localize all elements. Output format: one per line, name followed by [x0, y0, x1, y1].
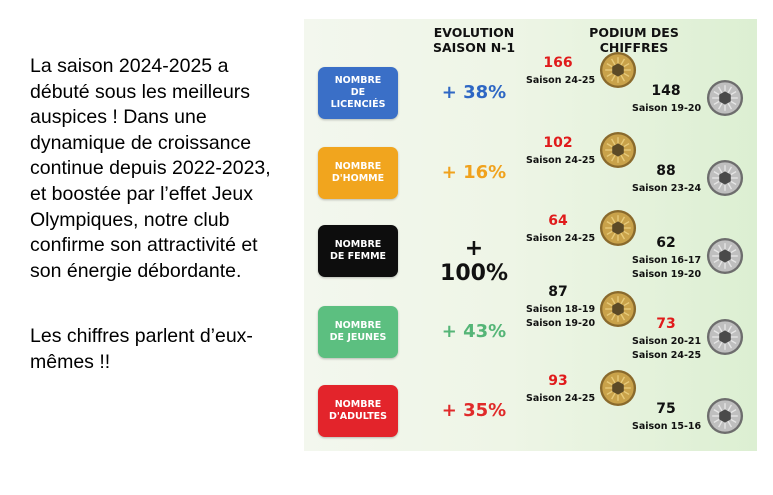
category-label-line: NOMBRE — [334, 239, 382, 250]
stat-row-hommes: NOMBRE D'HOMME + 16% 102 Saison 24-25 88 Saiso… — [304, 131, 757, 227]
intro-paragraph-1: La saison 2024-2025 a débuté sous les me… — [30, 55, 271, 282]
gold-value-licencies: 166 — [543, 55, 573, 71]
podium-header: PODIUM DES CHIFFRES — [589, 25, 679, 55]
category-label-line: D'HOMME — [331, 173, 385, 184]
gold-medal-icon — [599, 369, 637, 407]
gold-value-jeunes: 87 — [548, 284, 568, 300]
evolution-value-licencies: + 38% — [441, 82, 507, 103]
category-label-femmes: NOMBRE DE FEMME — [330, 239, 386, 263]
silver-season-2-femmes: Saison 19-20 — [632, 269, 702, 280]
silver-value-hommes: 88 — [656, 163, 676, 179]
evolution-value-hommes: + 16% — [441, 162, 507, 183]
gold-value-adultes: 93 — [548, 373, 568, 389]
evolution-value-femmes: + 100% — [440, 236, 508, 286]
gold-medal-icon — [599, 209, 637, 247]
gold-season-2-jeunes: Saison 19-20 — [526, 318, 596, 329]
category-label-hommes: NOMBRE D'HOMME — [332, 161, 384, 185]
gold-season-licencies: Saison 24-25 — [526, 75, 596, 86]
silver-value-jeunes: 73 — [656, 316, 676, 332]
intro-paragraph-2: Les chiffres parlent d’eux-mêmes !! — [30, 325, 253, 373]
category-badge-jeunes: NOMBRE DE JEUNES — [318, 306, 398, 358]
gold-medal-icon — [599, 290, 637, 328]
silver-medal-icon — [706, 237, 744, 275]
evolution-value-adultes: + 35% — [441, 400, 507, 421]
category-badge-hommes: NOMBRE D'HOMME — [318, 147, 398, 199]
gold-medal-icon — [599, 51, 637, 89]
stats-infographic: EVOLUTION SAISON N-1 PODIUM DES CHIFFRES… — [304, 19, 757, 451]
gold-medal-icon — [599, 131, 637, 169]
silver-value-adultes: 75 — [656, 401, 676, 417]
category-label-line: D'ADULTES — [328, 411, 388, 422]
silver-medal-icon — [706, 79, 744, 117]
evolution-value-jeunes: + 43% — [441, 321, 507, 342]
silver-value-femmes: 62 — [656, 235, 676, 251]
category-label-jeunes: NOMBRE DE JEUNES — [330, 320, 387, 344]
category-badge-adultes: NOMBRE D'ADULTES — [318, 385, 398, 437]
silver-season-adultes: Saison 15-16 — [632, 421, 702, 432]
gold-season-femmes: Saison 24-25 — [526, 233, 596, 244]
gold-season-hommes: Saison 24-25 — [526, 155, 596, 166]
silver-season-jeunes: Saison 20-21 — [632, 336, 702, 347]
silver-season-licencies: Saison 19-20 — [632, 103, 702, 114]
category-label-line: DE FEMME — [329, 251, 387, 262]
category-label-line: NOMBRE — [334, 399, 382, 410]
stat-row-adultes: NOMBRE D'ADULTES + 35% 93 Saison 24-25 75 Sais… — [304, 369, 757, 465]
silver-medal-icon — [706, 397, 744, 435]
category-label-line: LICENCIÉS — [330, 99, 386, 110]
stat-row-jeunes: NOMBRE DE JEUNES + 43% 87 Saison 18-19 Saison… — [304, 284, 757, 386]
gold-value-femmes: 64 — [548, 213, 568, 229]
stat-row-licencies: NOMBRE DE LICENCIÉS + 38% 166 Saison 24-25 148… — [304, 51, 757, 147]
category-label-adultes: NOMBRE D'ADULTES — [329, 399, 387, 423]
category-label-licencies: NOMBRE DE LICENCIÉS — [331, 75, 386, 111]
gold-season-adultes: Saison 24-25 — [526, 393, 596, 404]
silver-medal-icon — [706, 159, 744, 197]
category-badge-femmes: NOMBRE DE FEMME — [318, 225, 398, 277]
gold-season-jeunes: Saison 18-19 — [526, 304, 596, 315]
silver-season-hommes: Saison 23-24 — [632, 183, 702, 194]
category-label-line: DE — [350, 87, 366, 98]
category-badge-licencies: NOMBRE DE LICENCIÉS — [318, 67, 398, 119]
intro-text: La saison 2024-2025 a débuté sous les me… — [30, 54, 292, 376]
stat-row-femmes: NOMBRE DE FEMME + 100% 64 Saison 24-25 62 Sais… — [304, 209, 757, 305]
evolution-header: EVOLUTION SAISON N-1 — [432, 25, 516, 55]
silver-season-2-jeunes: Saison 24-25 — [632, 350, 702, 361]
gold-value-hommes: 102 — [543, 135, 573, 151]
silver-medal-icon — [706, 318, 744, 356]
silver-season-femmes: Saison 16-17 — [632, 255, 702, 266]
category-label-line: NOMBRE — [334, 320, 382, 331]
category-label-line: NOMBRE — [334, 161, 382, 172]
category-label-line: NOMBRE — [334, 75, 382, 86]
silver-value-licencies: 148 — [651, 83, 681, 99]
category-label-line: DE JEUNES — [329, 332, 387, 343]
